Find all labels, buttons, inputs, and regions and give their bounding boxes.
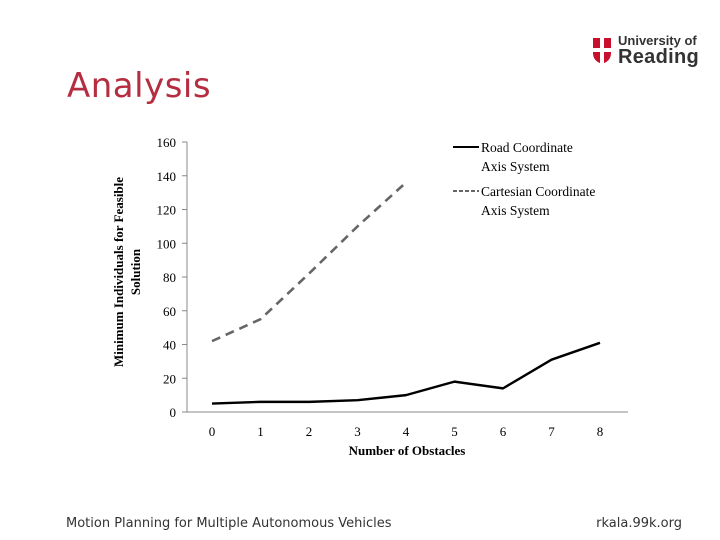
y-tick-label: 160 bbox=[157, 135, 177, 150]
y-tick-label: 40 bbox=[163, 338, 176, 353]
logo-line-1: University of bbox=[618, 33, 697, 48]
shield-icon bbox=[593, 37, 611, 64]
x-tick-label: 6 bbox=[500, 424, 507, 439]
x-tick-label: 1 bbox=[257, 424, 264, 439]
y-axis-title: Minimum Individuals for Feasible Solution bbox=[111, 177, 143, 367]
legend-label-2: Cartesian Coordinate Axis System bbox=[481, 184, 595, 218]
x-tick-label: 5 bbox=[451, 424, 458, 439]
x-axis-title: Number of Obstacles bbox=[349, 443, 466, 458]
y-tick-label: 100 bbox=[157, 236, 177, 251]
logo-line-2: Reading bbox=[618, 46, 699, 68]
x-tick-label: 4 bbox=[403, 424, 410, 439]
university-logo: University of Reading bbox=[592, 34, 699, 67]
x-tick-label: 0 bbox=[209, 424, 216, 439]
y-tick-label: 120 bbox=[157, 203, 177, 218]
y-tick-label: 80 bbox=[163, 270, 176, 285]
slide-title: Analysis bbox=[67, 66, 212, 106]
x-tick-label: 8 bbox=[597, 424, 604, 439]
y-tick-label: 0 bbox=[170, 405, 177, 420]
y-tick-label: 60 bbox=[163, 304, 176, 319]
series-line-1 bbox=[211, 341, 601, 405]
x-tick-label: 3 bbox=[354, 424, 361, 439]
footer-website: rkala.99k.org bbox=[596, 516, 682, 531]
y-tick-label: 140 bbox=[157, 169, 177, 184]
x-tick-label: 7 bbox=[548, 424, 555, 439]
footer-caption: Motion Planning for Multiple Autonomous … bbox=[66, 516, 392, 531]
legend-label-1: Road Coordinate Axis System bbox=[481, 140, 573, 174]
series-line-2 bbox=[211, 181, 407, 343]
y-tick-label: 20 bbox=[163, 371, 176, 386]
x-tick-label: 2 bbox=[306, 424, 313, 439]
